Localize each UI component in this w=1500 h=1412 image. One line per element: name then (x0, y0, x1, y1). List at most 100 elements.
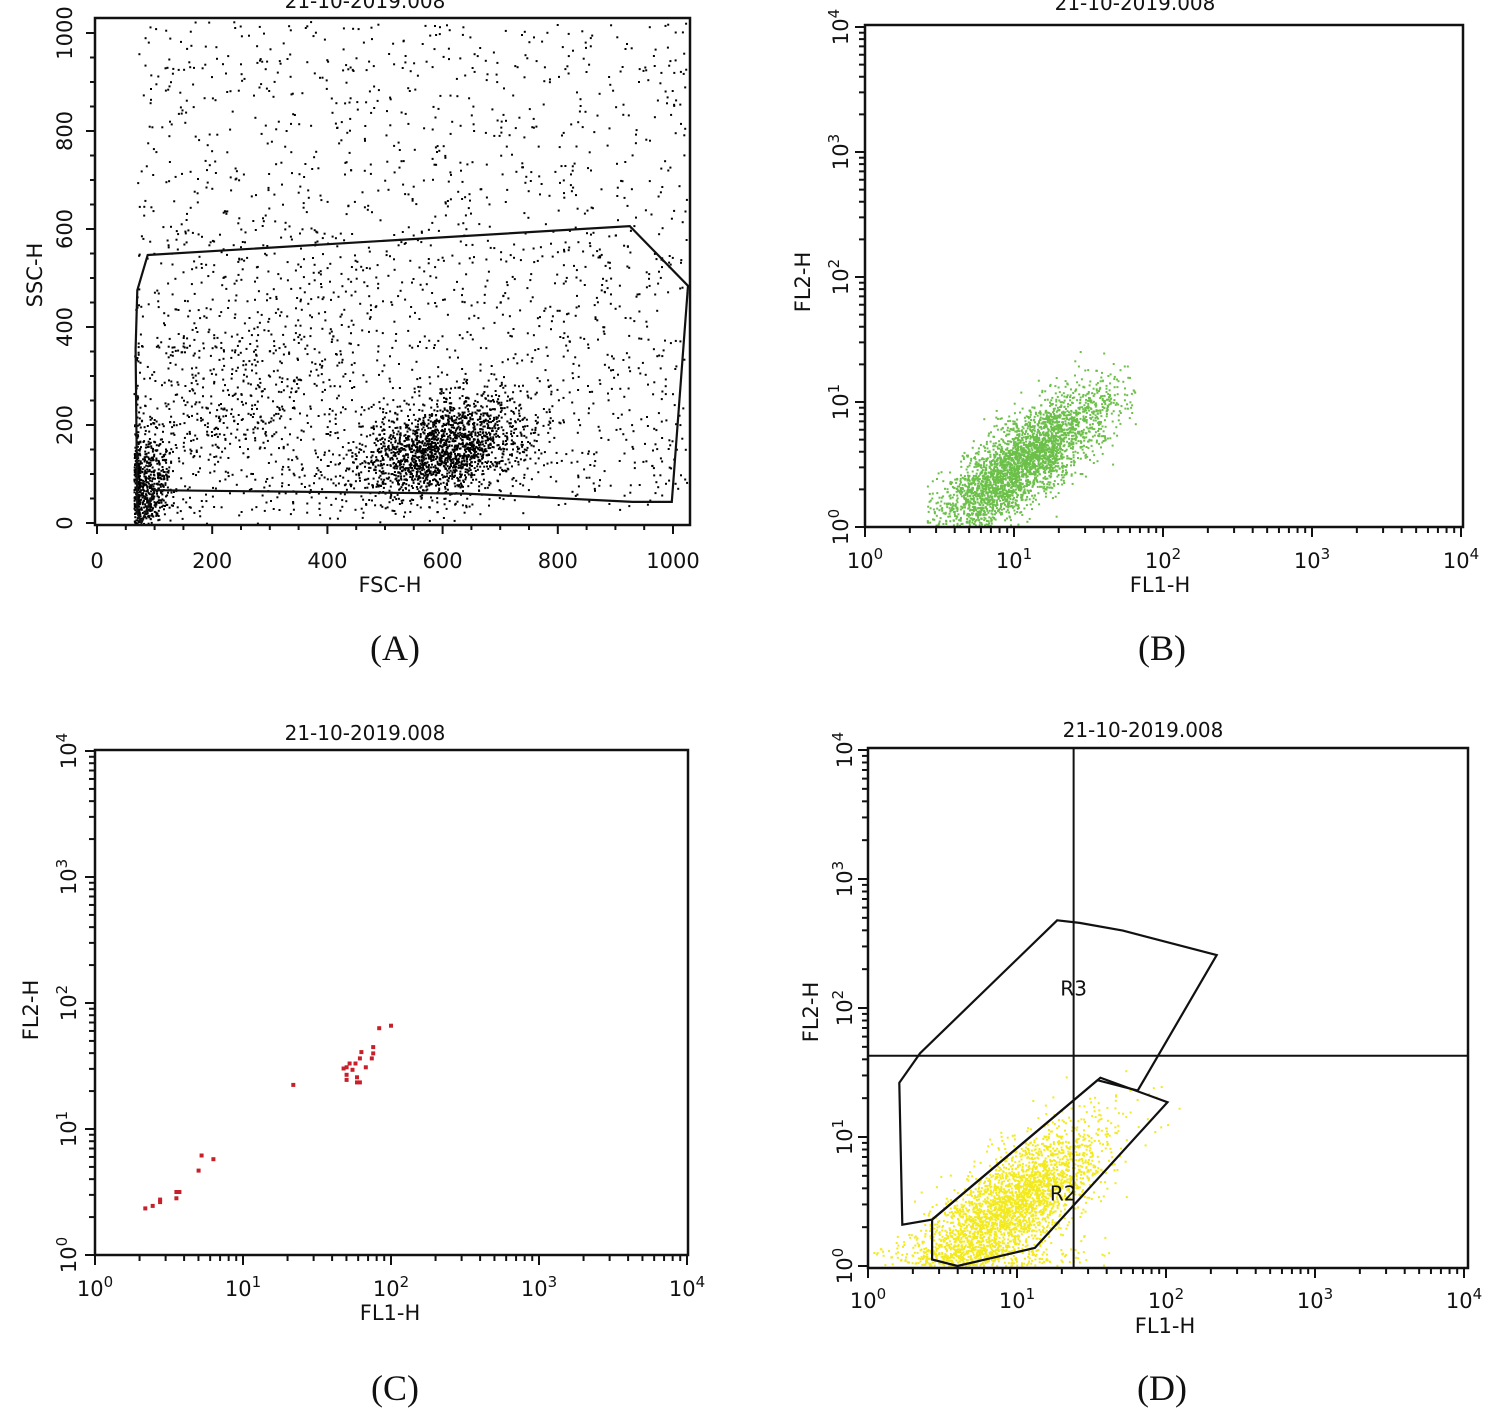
data-point (422, 416, 425, 419)
data-point (372, 425, 375, 428)
data-point (523, 451, 526, 454)
data-point (214, 443, 217, 446)
data-point (646, 416, 648, 418)
data-point (239, 351, 242, 354)
data-point (330, 478, 333, 481)
data-point (612, 357, 615, 360)
data-point (525, 418, 528, 421)
data-point (345, 453, 348, 456)
data-point (410, 498, 413, 501)
data-point (581, 451, 584, 454)
data-point (137, 457, 140, 460)
data-point (394, 437, 396, 440)
data-point (600, 253, 603, 256)
data-point (375, 329, 378, 332)
data-point (563, 421, 565, 424)
data-point (202, 347, 205, 350)
data-point (493, 433, 496, 436)
data-point (399, 472, 402, 475)
data-point (588, 500, 591, 503)
data-point (591, 207, 594, 210)
data-point (422, 403, 425, 406)
data-point (317, 415, 320, 417)
data-point (356, 108, 359, 111)
data-point (512, 477, 515, 479)
data-point (530, 444, 533, 447)
data-point (388, 419, 390, 422)
data-point (462, 424, 465, 427)
data-point (152, 507, 154, 510)
data-point (306, 61, 309, 64)
data-point (403, 434, 406, 437)
data-point (258, 377, 261, 380)
data-point (265, 501, 268, 504)
data-point (281, 482, 284, 485)
data-point (437, 463, 440, 466)
data-point (626, 265, 629, 268)
data-point (325, 496, 328, 499)
data-point (468, 317, 471, 320)
data-point (572, 186, 575, 189)
data-point (442, 392, 445, 394)
data-point (153, 440, 156, 443)
data-point (469, 416, 472, 419)
data-point (171, 426, 174, 429)
data-point (379, 451, 382, 454)
data-point (653, 65, 656, 67)
data-point (311, 168, 314, 170)
data-point (398, 363, 400, 365)
data-point (443, 298, 446, 301)
data-point (458, 334, 461, 337)
data-point (369, 316, 372, 319)
data-point (534, 414, 537, 416)
data-point (154, 477, 156, 480)
data-point (401, 484, 404, 486)
data-point (226, 151, 229, 154)
data-point (483, 391, 486, 393)
data-point (473, 467, 476, 470)
data-point (376, 439, 379, 442)
data-point (436, 455, 439, 458)
data-point (493, 408, 496, 411)
data-point (431, 499, 434, 502)
data-point (279, 314, 281, 317)
data-point (137, 459, 140, 462)
data-point (669, 444, 672, 447)
data-point (317, 492, 320, 495)
data-point (603, 291, 606, 294)
data-point (414, 88, 417, 91)
data-point (388, 436, 391, 439)
data-point (482, 473, 485, 475)
data-point (506, 438, 509, 441)
data-point (482, 453, 485, 456)
data-point (211, 187, 214, 190)
data-point (444, 467, 447, 470)
data-point (329, 262, 332, 265)
data-point (180, 351, 183, 354)
data-point (153, 455, 156, 458)
data-point (449, 469, 452, 472)
data-point (158, 461, 161, 464)
data-point (403, 478, 406, 481)
data-point (408, 90, 411, 92)
data-point (587, 167, 589, 170)
data-point (314, 241, 317, 244)
data-point (292, 508, 295, 511)
data-point (142, 441, 145, 443)
data-point (527, 441, 530, 443)
data-point (358, 448, 361, 451)
data-point (570, 461, 573, 464)
data-point (446, 484, 449, 486)
data-point (431, 157, 434, 160)
data-point (564, 165, 567, 167)
data-point (192, 376, 195, 379)
data-point (476, 301, 479, 304)
data-point (363, 137, 366, 140)
data-point (567, 72, 570, 75)
data-point (309, 407, 312, 410)
data-point (354, 480, 357, 483)
data-point (414, 460, 417, 463)
data-point (150, 490, 153, 493)
data-point (515, 456, 518, 459)
data-point (262, 220, 265, 223)
